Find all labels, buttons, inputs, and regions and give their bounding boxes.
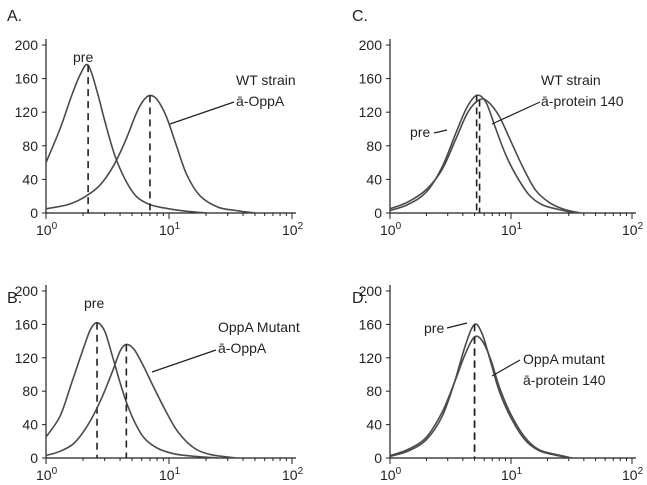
x-tick-label: 100: [36, 466, 58, 483]
y-tick-label: 0: [374, 450, 382, 466]
y-tick-label: 80: [366, 138, 382, 154]
series-line-pre: [45, 63, 207, 214]
panel-d: D. 0 40 80 120 160 200 100 101 102 pre OppA mutant ā…: [352, 283, 644, 483]
panel-letter: A.: [7, 8, 22, 25]
panel-letter: C.: [352, 8, 368, 25]
y-tick-label: 0: [374, 205, 382, 221]
x-tick-label: 102: [622, 466, 644, 483]
x-tick-label: 100: [380, 466, 402, 483]
panel-a: A. 0 40 80 120 160 200 100 101 102 pre WT strain ā-O…: [7, 8, 304, 238]
panel-b: B. 0 40 80 120 160 200 100 101 102 pre OppA Mutant ā…: [7, 283, 304, 483]
y-tick-label: 200: [15, 37, 39, 53]
panel-letter: B.: [7, 290, 22, 307]
series-annotation-line: OppA mutant: [523, 351, 605, 367]
x-tick-label: 102: [622, 221, 644, 238]
x-tick-label: 100: [380, 221, 402, 238]
x-tick-label: 101: [159, 221, 181, 238]
pre-leader-line: [433, 129, 448, 134]
series-annotation-line: ā-OppA: [236, 93, 285, 109]
y-tick-label: 160: [359, 71, 383, 87]
x-tick-label: 102: [282, 466, 304, 483]
x-tick-label: 101: [501, 466, 523, 483]
pre-label: pre: [73, 49, 93, 65]
y-tick-label: 80: [366, 383, 382, 399]
y-tick-label: 40: [366, 417, 382, 433]
y-tick-label: 120: [359, 104, 383, 120]
series-line-pre: [45, 321, 218, 459]
pre-label: pre: [424, 320, 444, 336]
series-annotation-line: ā-protein 140: [523, 372, 606, 388]
series-line-stained: [389, 335, 573, 459]
pre-label: pre: [84, 295, 104, 311]
y-tick-label: 200: [359, 283, 383, 299]
y-tick-label: 40: [366, 171, 382, 187]
y-tick-label: 200: [15, 283, 39, 299]
y-tick-label: 80: [22, 383, 38, 399]
series-line-stained: [45, 343, 237, 459]
series-line-pre: [389, 94, 577, 214]
annotation-leader-line: [491, 359, 521, 377]
y-tick-label: 120: [15, 104, 39, 120]
x-tick-label: 101: [501, 221, 523, 238]
annotation-leader-line: [169, 101, 235, 125]
x-tick-label: 100: [36, 221, 58, 238]
y-tick-label: 80: [22, 138, 38, 154]
y-tick-label: 200: [359, 37, 383, 53]
y-tick-label: 40: [22, 417, 38, 433]
x-tick-label: 102: [282, 221, 304, 238]
y-tick-label: 160: [15, 71, 39, 87]
panel-c: C. 0 40 80 120 160 200 100 101 102 pre WT strain ā-p…: [352, 8, 644, 238]
y-tick-label: 120: [359, 350, 383, 366]
y-tick-label: 0: [30, 205, 38, 221]
y-tick-label: 160: [15, 316, 39, 332]
pre-label: pre: [410, 124, 430, 140]
y-tick-label: 120: [15, 350, 39, 366]
series-annotation-line: ā-protein 140: [541, 93, 624, 109]
y-tick-label: 0: [30, 450, 38, 466]
panel-letter: D.: [352, 290, 368, 307]
series-annotation-line: WT strain: [541, 72, 601, 88]
series-annotation-line: WT strain: [236, 72, 296, 88]
x-tick-label: 101: [159, 466, 181, 483]
y-tick-label: 160: [359, 316, 383, 332]
annotation-leader-line: [151, 349, 217, 373]
pre-leader-line: [446, 322, 468, 329]
annotation-leader-line: [491, 101, 541, 125]
series-annotation-line: ā-OppA: [218, 340, 267, 356]
y-tick-label: 40: [22, 171, 38, 187]
series-line-stained: [389, 98, 582, 214]
series-annotation-line: OppA Mutant: [218, 319, 300, 335]
series-line-pre: [389, 323, 573, 459]
